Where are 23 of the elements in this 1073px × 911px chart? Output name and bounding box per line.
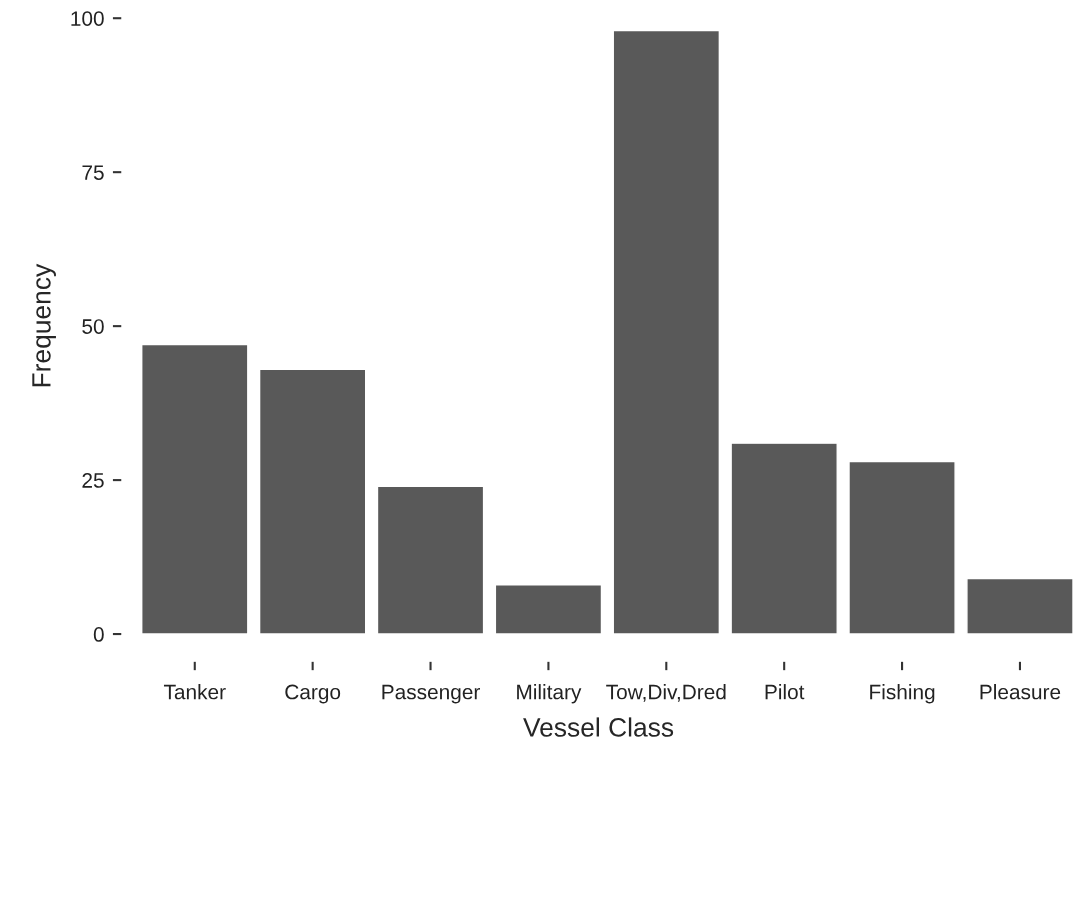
bar xyxy=(376,485,485,635)
y-tick-label: 0 xyxy=(93,627,104,642)
y-axis-title: Frequency xyxy=(32,263,56,387)
x-tick-label: Pilot xyxy=(765,684,805,700)
bar xyxy=(848,460,956,635)
x-tick-label: Passenger xyxy=(382,684,480,704)
y-tick-label: 25 xyxy=(82,473,104,488)
y-tick-label: 50 xyxy=(82,319,104,334)
bar xyxy=(141,343,249,635)
bar xyxy=(966,577,1073,635)
x-tick-label: Tanker xyxy=(163,684,226,700)
bar xyxy=(494,584,603,635)
x-tick-label: Military xyxy=(517,684,582,704)
y-tick-label: 100 xyxy=(71,11,104,26)
x-tick-label: Tow,Div,Dred xyxy=(606,684,726,702)
bar xyxy=(730,442,838,635)
y-tick-label: 75 xyxy=(82,165,104,180)
x-tick-label: Pleasure xyxy=(980,684,1061,700)
x-axis-title: Vessel Class xyxy=(523,717,674,737)
bar xyxy=(612,29,721,635)
x-tick-label: Fishing xyxy=(870,684,935,704)
bar xyxy=(258,368,367,635)
x-tick-label: Cargo xyxy=(285,684,341,704)
